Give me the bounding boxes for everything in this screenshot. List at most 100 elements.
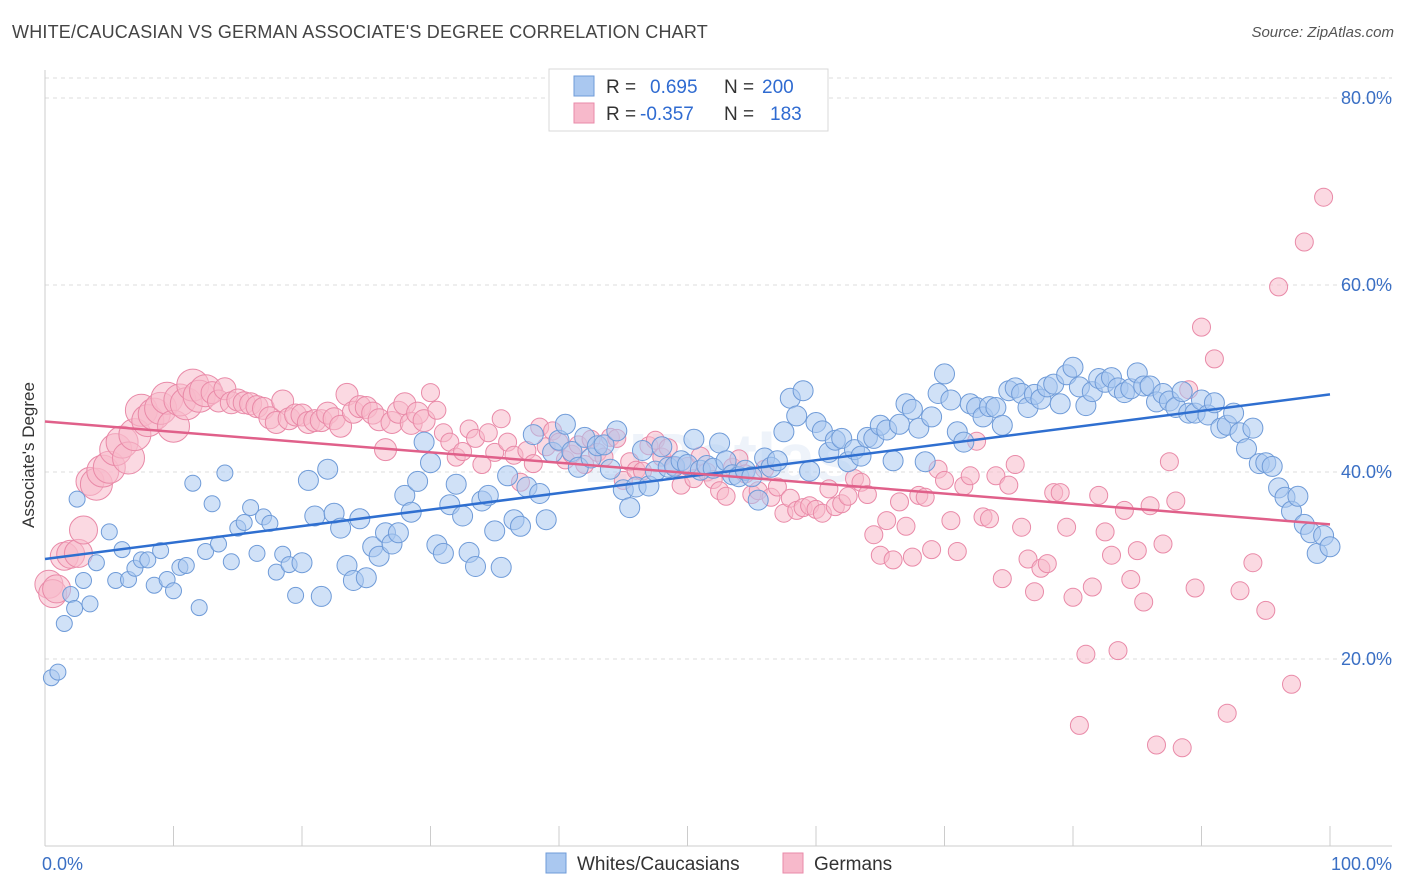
germans-point-148 <box>986 466 1006 486</box>
whites-point-22 <box>184 474 202 492</box>
whites-point-64 <box>452 505 474 527</box>
germans-point-128 <box>857 485 877 504</box>
legend-n-value-whites: 200 <box>762 77 794 98</box>
germans-point-114 <box>767 477 787 497</box>
whites-point-59 <box>420 452 441 474</box>
whites-point-147 <box>985 397 1007 418</box>
x-tick-label-max: 100.0% <box>1331 854 1392 874</box>
whites-point-87 <box>599 458 621 480</box>
germans-point-168 <box>1114 500 1134 520</box>
legend-r-value-whites: 0.695 <box>650 77 698 98</box>
germans-point-188 <box>1294 232 1314 252</box>
bottom-legend: Whites/Caucasians Germans <box>545 852 892 875</box>
whites-point-113 <box>766 450 788 472</box>
whites-point-140 <box>940 389 962 411</box>
legend-n-label-germans: N = <box>724 104 754 125</box>
whites-point-136 <box>914 451 936 473</box>
germans-point-172 <box>1140 496 1160 516</box>
germans-point-147 <box>980 509 999 529</box>
whites-point-134 <box>901 398 923 420</box>
germans-point-132 <box>883 550 903 570</box>
germans-point-133 <box>890 492 909 512</box>
legend-swatch-whites <box>573 75 595 97</box>
germans-point-171 <box>1134 592 1154 612</box>
whites-point-5 <box>68 490 86 508</box>
whites-point-157 <box>1049 393 1071 415</box>
germans-point-165 <box>1095 522 1115 542</box>
germans-point-187 <box>1282 674 1301 694</box>
whites-point-21 <box>177 557 195 574</box>
germans-point-76 <box>523 454 543 474</box>
whites-point-73 <box>510 515 531 537</box>
whites-point-116 <box>786 405 808 427</box>
legend-frame <box>548 68 829 132</box>
germans-point-164 <box>1089 485 1109 505</box>
germans-point-161 <box>1069 715 1089 735</box>
whites-point-31 <box>242 499 260 517</box>
whites-point-176 <box>1171 381 1193 403</box>
whites-point-110 <box>747 489 769 511</box>
whites-point-63 <box>445 473 467 495</box>
germans-point-173 <box>1147 735 1166 755</box>
whites-point-139 <box>934 363 955 385</box>
whites-point-27 <box>216 464 234 482</box>
legend-box: R = 0.695 N = 200 R = -0.357 N = 183 <box>548 68 829 132</box>
germans-point-106 <box>716 486 736 506</box>
whites-point-40 <box>297 469 319 491</box>
axes <box>44 70 1392 847</box>
whites-point-61 <box>432 542 454 564</box>
germans-point-182 <box>1217 703 1237 723</box>
whites-point-3 <box>62 586 80 603</box>
germans-point-135 <box>902 547 922 567</box>
whites-point-117 <box>792 380 814 402</box>
germans-point-160 <box>1063 587 1083 607</box>
germans-point-140 <box>935 470 954 490</box>
whites-point-15 <box>139 551 157 569</box>
whites-point-104 <box>709 432 731 454</box>
whites-point-75 <box>522 424 544 446</box>
y-tick-label-2: 60.0% <box>1341 275 1392 295</box>
whites-point-137 <box>921 406 943 428</box>
whites-point-24 <box>197 543 215 560</box>
whites-point-1 <box>49 663 67 681</box>
germans-point-138 <box>922 540 942 560</box>
whites-point-51 <box>368 545 390 567</box>
legend-swatch-germans <box>573 102 595 124</box>
germans-point-134 <box>896 516 916 536</box>
whites-point-28 <box>222 553 240 571</box>
bottom-legend-swatch-whites <box>545 852 567 874</box>
germans-point-162 <box>1076 644 1096 664</box>
whites-point-95 <box>651 436 673 458</box>
whites-point-2 <box>55 615 73 632</box>
germans-point-6 <box>69 515 98 545</box>
whites-point-88 <box>606 420 628 442</box>
trend-lines <box>44 393 1331 561</box>
y-tick-labels: 20.0% 40.0% 60.0% 80.0% <box>1341 88 1392 669</box>
germans-point-179 <box>1185 578 1205 598</box>
y-axis-label: Associate's Degree <box>19 382 38 528</box>
y-tick-label-0: 20.0% <box>1341 649 1392 669</box>
whites-point-187 <box>1242 417 1264 439</box>
legend-n-label-whites: N = <box>724 77 754 98</box>
whites-point-148 <box>991 414 1013 436</box>
germans-point-176 <box>1166 491 1186 511</box>
whites-point-58 <box>413 431 435 453</box>
germans-point-180 <box>1192 317 1211 337</box>
whites-point-77 <box>535 509 557 531</box>
germans-point-167 <box>1108 641 1128 661</box>
whites-point-190 <box>1261 455 1283 477</box>
germans-point-159 <box>1057 517 1077 537</box>
whites-point-7 <box>81 595 99 613</box>
bottom-legend-label-whites: Whites/Caucasians <box>577 854 740 875</box>
whites-point-6 <box>75 572 92 589</box>
germans-point-186 <box>1269 277 1289 297</box>
y-tick-label-3: 80.0% <box>1341 88 1392 108</box>
germans-point-151 <box>1005 455 1025 474</box>
whites-point-54 <box>387 522 409 544</box>
whites-point-45 <box>330 517 352 539</box>
germans-point-163 <box>1082 577 1102 597</box>
whites-point-90 <box>619 497 641 519</box>
germans-point-71 <box>491 409 511 429</box>
whites-point-19 <box>165 582 182 600</box>
whites-point-35 <box>267 563 285 581</box>
